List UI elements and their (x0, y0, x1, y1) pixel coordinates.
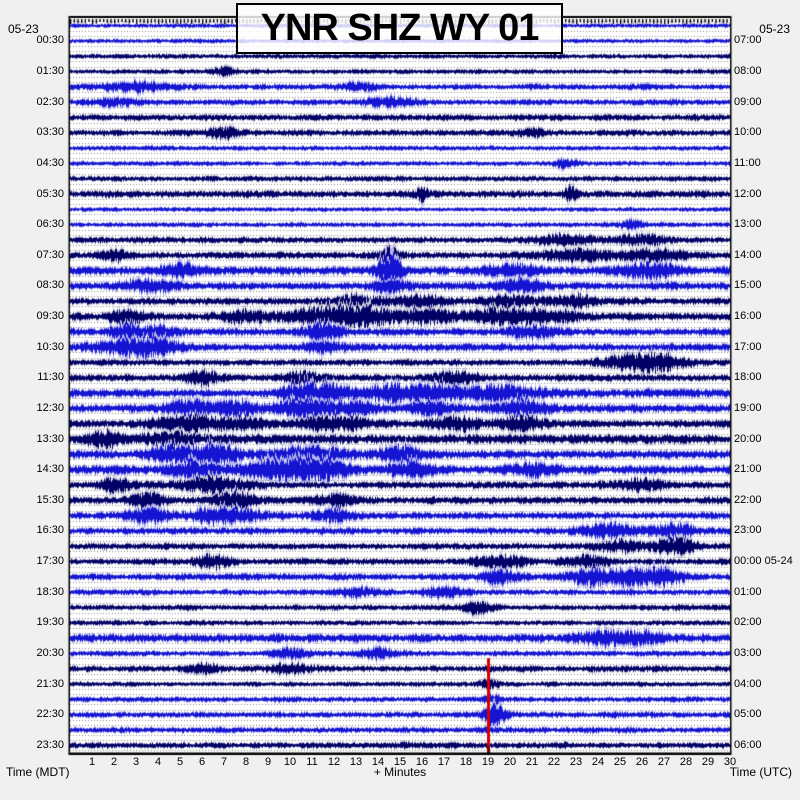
utc-time-label: 16:00 (734, 310, 762, 323)
minute-tick-label: 7 (220, 756, 228, 768)
utc-time-label: 10:00 (734, 126, 762, 139)
utc-time-label: 13:00 (734, 218, 762, 231)
mdt-time-label: 22:30 (36, 708, 64, 721)
mdt-time-label: 09:30 (36, 310, 64, 323)
mdt-time-label: 16:30 (36, 524, 64, 537)
mdt-time-label: 12:30 (36, 401, 64, 414)
minute-tick-label: 24 (591, 756, 605, 768)
date-top-left: 05-23 (8, 22, 39, 36)
mdt-time-label: 00:30 (36, 34, 64, 47)
minute-tick-label: 30 (723, 756, 737, 768)
minute-tick-label: 16 (415, 756, 429, 768)
mdt-time-label: 20:30 (36, 646, 64, 659)
utc-time-label: 17:00 (734, 340, 762, 353)
axis-label-minutes: + Minutes (373, 765, 427, 779)
mdt-time-label: 18:30 (36, 585, 64, 598)
mdt-time-label: 08:30 (36, 279, 64, 292)
utc-time-label: 01:00 (734, 585, 762, 598)
utc-time-label: 19:00 (734, 401, 762, 414)
minute-tick-label: 18 (459, 756, 473, 768)
utc-time-label: 07:00 (734, 34, 762, 47)
axis-label-utc: Time (UTC) (729, 765, 792, 779)
mdt-time-label: 15:30 (36, 493, 64, 506)
minute-tick-label: 17 (437, 756, 451, 768)
minute-tick-label: 11 (306, 756, 318, 768)
mdt-time-label: 13:30 (36, 432, 64, 445)
minute-tick-label: 22 (547, 756, 561, 768)
mdt-time-label: 17:30 (36, 555, 64, 568)
mdt-time-label: 07:30 (36, 248, 64, 261)
minute-tick-label: 29 (701, 756, 715, 768)
title-box: YNR SHZ WY 01 (236, 3, 563, 54)
utc-time-label: 18:00 (734, 371, 762, 384)
minute-tick-label: 3 (132, 756, 140, 768)
axis-label-mdt: Time (MDT) (6, 765, 70, 779)
mdt-time-label: 23:30 (36, 738, 64, 751)
utc-time-label: 06:00 (734, 738, 762, 751)
utc-time-label: 23:00 (734, 524, 762, 537)
minute-tick-label: 25 (613, 756, 627, 768)
utc-time-label: 09:00 (734, 95, 762, 108)
utc-time-label: 11:00 (734, 156, 761, 169)
minute-tick-label: 9 (264, 756, 272, 768)
mdt-time-label: 03:30 (36, 126, 64, 139)
utc-time-label: 20:00 (734, 432, 762, 445)
mdt-time-label: 10:30 (36, 340, 64, 353)
date-top-right: 05-23 (759, 22, 790, 36)
minute-tick-label: 27 (657, 756, 671, 768)
mdt-time-label: 02:30 (36, 95, 64, 108)
mdt-time-label: 19:30 (36, 616, 64, 629)
utc-time-label: 15:00 (734, 279, 762, 292)
minute-tick-label: 4 (154, 756, 162, 768)
utc-time-label: 02:00 (734, 616, 762, 629)
utc-time-label: 14:00 (734, 248, 762, 261)
utc-time-label: 04:00 (734, 677, 762, 690)
minute-tick-label: 19 (481, 756, 495, 768)
mdt-time-label: 01:30 (36, 65, 64, 78)
utc-time-label: 21:00 (734, 463, 762, 476)
minute-tick-label: 10 (283, 756, 297, 768)
minute-tick-label: 23 (569, 756, 583, 768)
utc-time-label: 22:00 (734, 493, 762, 506)
minute-tick-label: 1 (88, 756, 96, 768)
mdt-time-label: 05:30 (36, 187, 64, 200)
utc-time-label: 08:00 (734, 65, 762, 78)
minute-tick-label: 2 (110, 756, 118, 768)
mdt-time-label: 04:30 (36, 156, 64, 169)
minute-tick-label: 8 (242, 756, 250, 768)
minute-tick-label: 13 (349, 756, 363, 768)
mdt-time-label: 11:30 (37, 371, 64, 384)
page-title: YNR SHZ WY 01 (260, 7, 540, 49)
minute-tick-label: 15 (393, 756, 407, 768)
utc-time-label: 12:00 (734, 187, 762, 200)
minute-tick-label: 12 (327, 756, 341, 768)
utc-time-label: 05:00 (734, 708, 762, 721)
utc-time-label: 00:00 05-24 (734, 555, 793, 568)
mdt-time-label: 06:30 (36, 218, 64, 231)
utc-time-label: 03:00 (734, 646, 762, 659)
minute-tick-label: 6 (198, 756, 206, 768)
minute-tick-label: 20 (503, 756, 517, 768)
mdt-time-label: 21:30 (36, 677, 64, 690)
minute-tick-label: 5 (176, 756, 184, 768)
minute-tick-label: 21 (525, 756, 539, 768)
minute-tick-label: 26 (635, 756, 649, 768)
minute-tick-label: 28 (679, 756, 693, 768)
mdt-time-label: 14:30 (36, 463, 64, 476)
minute-tick-label: 14 (371, 756, 385, 768)
